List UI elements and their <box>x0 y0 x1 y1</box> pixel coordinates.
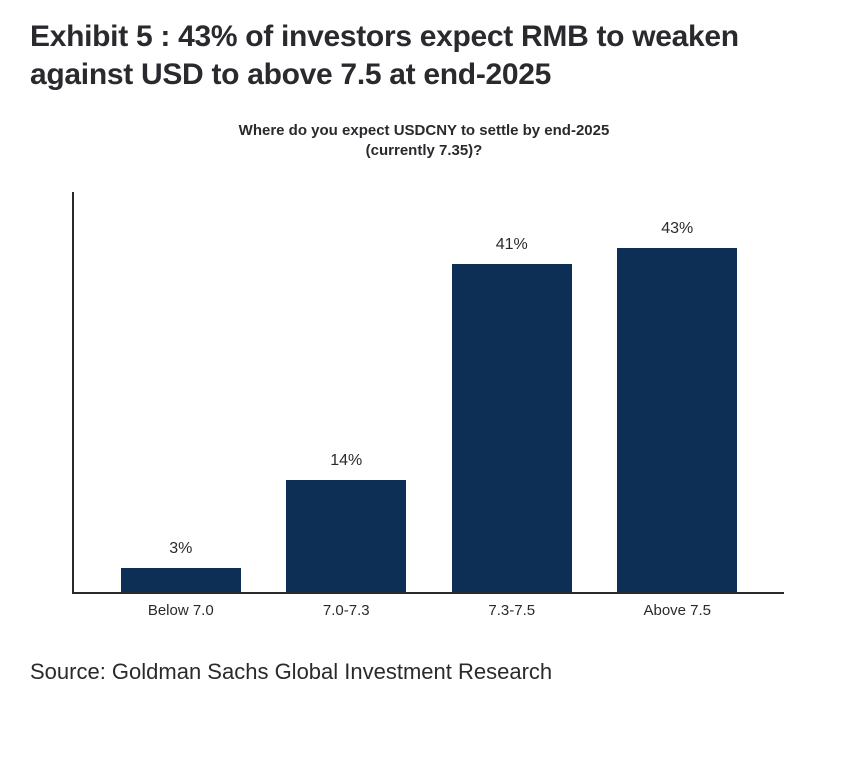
bar-value-label: 43% <box>661 220 693 238</box>
bar-group: 3% <box>111 540 251 592</box>
bar-value-label: 14% <box>330 452 362 470</box>
source-text: Source: Goldman Sachs Global Investment … <box>30 659 818 685</box>
bar <box>452 264 572 592</box>
chart-area: Where do you expect USDCNY to settle by … <box>64 121 784 619</box>
chart-title: Where do you expect USDCNY to settle by … <box>64 121 784 162</box>
bar-value-label: 41% <box>496 236 528 254</box>
x-axis-labels: Below 7.0 7.0-7.3 7.3-7.5 Above 7.5 <box>74 594 784 619</box>
x-axis-label: 7.0-7.3 <box>276 602 416 619</box>
bar-group: 43% <box>607 220 747 592</box>
x-axis-label: 7.3-7.5 <box>442 602 582 619</box>
bar <box>617 248 737 592</box>
x-axis-label: Below 7.0 <box>111 602 251 619</box>
bar-group: 41% <box>442 236 582 592</box>
exhibit-title: Exhibit 5 : 43% of investors expect RMB … <box>30 18 818 93</box>
bar-plot: 3% 14% 41% 43% <box>72 192 784 594</box>
exhibit-container: Exhibit 5 : 43% of investors expect RMB … <box>0 0 848 685</box>
bar <box>121 568 241 592</box>
bar-value-label: 3% <box>169 540 192 558</box>
bar-group: 14% <box>276 452 416 592</box>
bar <box>286 480 406 592</box>
x-axis-label: Above 7.5 <box>607 602 747 619</box>
